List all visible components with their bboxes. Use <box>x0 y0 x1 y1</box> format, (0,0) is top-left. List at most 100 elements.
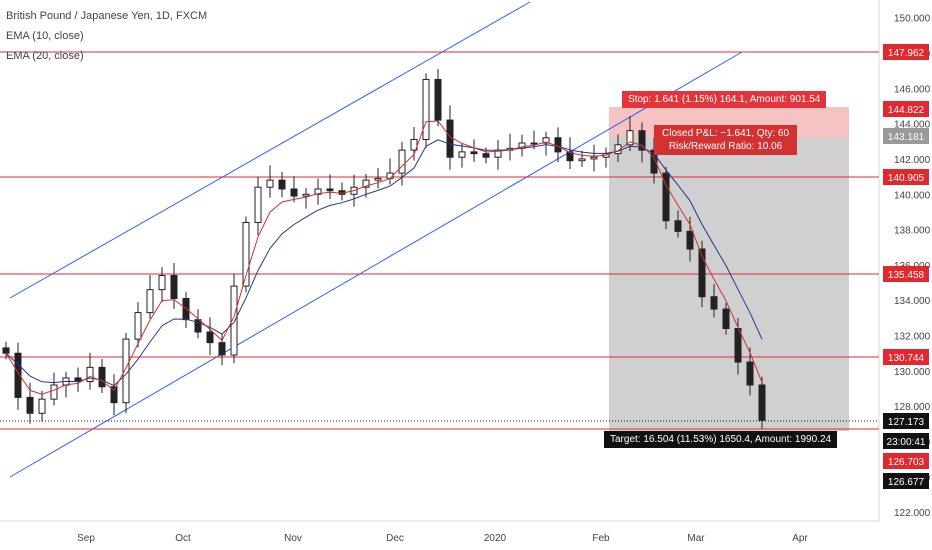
candle-body <box>326 188 334 192</box>
y-tick-label: 122.000 <box>894 508 931 519</box>
ema-10-line <box>5 120 763 395</box>
price-label-box <box>883 44 929 60</box>
price-label-box <box>883 169 929 185</box>
price-label-box <box>883 128 929 144</box>
candle-body <box>410 139 418 151</box>
candle-body <box>746 361 754 386</box>
candle-body <box>254 186 262 224</box>
candle-body <box>290 188 298 197</box>
ema-10-legend: EMA (10, close) <box>6 30 84 42</box>
candle-body <box>566 151 574 162</box>
chart-title: British Pound / Japanese Yen, 1D, FXCM <box>6 10 208 22</box>
stop-label: Stop: 1.641 (1.15%) 164.1, Amount: 901.5… <box>622 91 827 108</box>
candle-body <box>314 188 322 195</box>
candle-body <box>38 398 46 414</box>
price-label-box <box>883 433 929 449</box>
candle-body <box>590 156 598 160</box>
price-label-text: 126.677 <box>888 477 925 488</box>
candle-body <box>722 308 730 329</box>
candle-body <box>614 144 622 155</box>
candle-body <box>674 220 682 232</box>
x-tick-label: Apr <box>792 533 808 544</box>
candle-body <box>698 248 706 298</box>
channel-lower-line <box>9 51 743 478</box>
candles-layer <box>2 69 766 429</box>
candle-body <box>482 153 490 158</box>
candle-body <box>422 78 430 141</box>
candle-body <box>578 158 586 162</box>
price-axis-labels: 147.962 144.822 143.181 140.905 135.458 130.7… <box>883 44 929 489</box>
time-axis-ticks: Sep Oct Nov Dec 2020 Feb Mar Apr <box>77 533 808 544</box>
candle-body <box>470 151 478 155</box>
x-tick-label: Nov <box>284 533 302 544</box>
y-tick-label: 140.000 <box>894 190 931 201</box>
candle-body <box>374 177 382 181</box>
candle-body <box>242 222 250 287</box>
candle-body <box>734 327 742 363</box>
candle-body <box>170 275 178 299</box>
candle-body <box>686 230 694 250</box>
candle-body <box>302 193 310 197</box>
candle-body <box>542 137 550 144</box>
candle-body <box>446 119 454 158</box>
price-label-box <box>883 101 929 117</box>
candle-body <box>230 285 238 356</box>
ema-20-legend: EMA (20, close) <box>6 50 84 62</box>
candle-body <box>158 275 166 291</box>
price-label-text: 23:00:41 <box>887 437 926 448</box>
candle-body <box>434 78 442 121</box>
candle-body <box>98 366 106 388</box>
candle-body <box>14 352 22 398</box>
candle-body <box>626 130 634 146</box>
price-label-text: 140.905 <box>888 173 925 184</box>
price-label-text: 144.822 <box>888 105 925 116</box>
candle-body <box>26 396 34 414</box>
candle-body <box>638 130 646 151</box>
candle-body <box>458 151 466 158</box>
ema-20-line <box>5 139 763 387</box>
price-label-text: 143.181 <box>888 132 925 143</box>
x-tick-label: Feb <box>592 533 610 544</box>
y-tick-label: 132.000 <box>894 332 931 343</box>
price-label-box <box>883 413 929 429</box>
x-tick-label: Dec <box>386 533 404 544</box>
risk-reward-text: Risk/Reward Ratio: 10.06 <box>668 141 783 152</box>
target-zone <box>609 137 849 431</box>
candle-body <box>50 384 58 400</box>
y-tick-label: 150.000 <box>894 14 931 25</box>
price-label-box <box>883 266 929 282</box>
target-label: Target: 16.504 (11.53%) 1650.4, Amount: … <box>604 431 838 448</box>
channel-upper-line <box>9 1 531 299</box>
pnl-label: Closed P&L: −1.641, Qty: 60 Risk/Reward … <box>654 125 798 155</box>
candle-body <box>146 289 154 314</box>
price-label-box <box>883 453 929 469</box>
price-label-text: 127.173 <box>888 417 925 428</box>
y-tick-label: 146.000 <box>894 84 931 95</box>
x-tick-label: 2020 <box>484 533 507 544</box>
price-label-text: 130.744 <box>888 353 925 364</box>
y-tick-label: 134.000 <box>894 296 931 307</box>
x-tick-label: Mar <box>687 533 705 544</box>
candle-body <box>278 179 286 190</box>
x-tick-label: Oct <box>175 533 191 544</box>
closed-pnl-text: Closed P&L: −1.641, Qty: 60 <box>662 128 790 139</box>
candle-body <box>530 142 538 145</box>
candle-body <box>206 331 214 344</box>
price-label-text: 126.703 <box>888 457 925 468</box>
candle-body <box>134 312 142 340</box>
price-label-box <box>883 473 929 489</box>
y-tick-label: 130.000 <box>894 367 931 378</box>
y-tick-label: 128.000 <box>894 402 931 413</box>
candle-body <box>710 296 718 310</box>
candle-body <box>182 297 190 321</box>
price-label-text: 147.962 <box>888 48 925 59</box>
candle-body <box>266 179 274 188</box>
candle-body <box>86 366 94 382</box>
candle-body <box>758 384 766 421</box>
candle-body <box>110 386 118 404</box>
x-tick-label: Sep <box>77 533 95 544</box>
candle-body <box>194 319 202 333</box>
candle-body <box>218 342 226 356</box>
candle-body <box>554 137 562 153</box>
